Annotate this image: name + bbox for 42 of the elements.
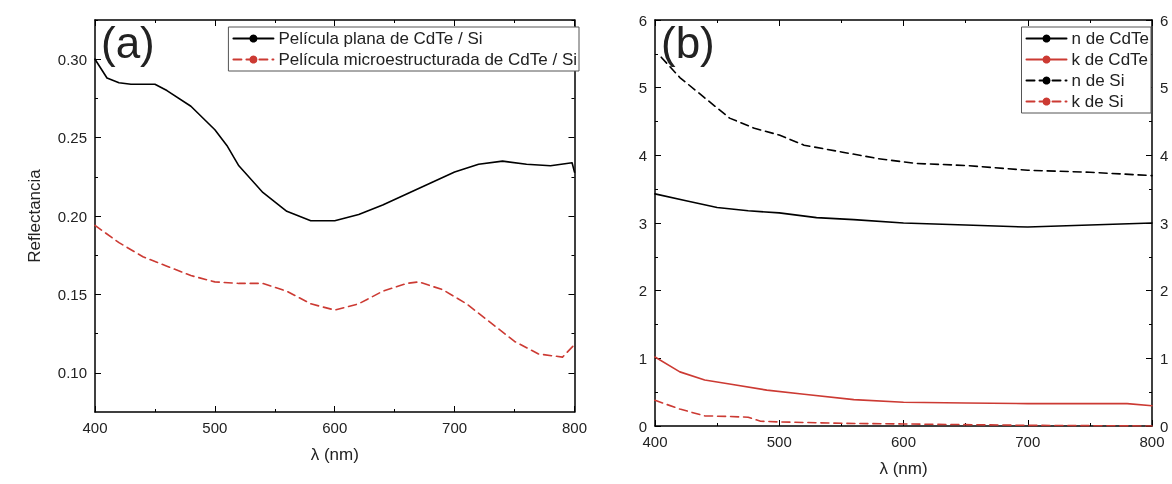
y-tick-label: 0.25 bbox=[57, 129, 87, 147]
y-tick-label: 0 bbox=[638, 417, 647, 435]
annotation: (b) bbox=[661, 17, 715, 67]
legend-label: n de Si bbox=[1071, 71, 1125, 90]
y-tick-label: 0.20 bbox=[57, 207, 87, 225]
x-tick-label: 700 bbox=[1015, 433, 1041, 450]
x-axis-title: λ (nm) bbox=[310, 445, 359, 464]
y-tick-label: 3 bbox=[638, 214, 647, 232]
y-tick-label: 5 bbox=[638, 79, 647, 97]
x-tick-label: 600 bbox=[890, 433, 917, 450]
x-tick-label: 700 bbox=[442, 419, 468, 436]
legend-label: n de CdTe bbox=[1071, 29, 1149, 48]
y-axis-title: Reflectancia bbox=[25, 168, 44, 263]
x-tick-label: 400 bbox=[82, 419, 108, 436]
y2-tick-label: 0 bbox=[1160, 417, 1169, 435]
y-tick-label: 2 bbox=[638, 282, 647, 300]
y2-tick-label: 2 bbox=[1160, 282, 1169, 300]
line-series bbox=[654, 356, 1153, 407]
legend-label: k de CdTe bbox=[1071, 50, 1149, 69]
line-series bbox=[94, 224, 576, 358]
legend-label: k de Si bbox=[1071, 92, 1124, 111]
y-tick-label: 0.30 bbox=[57, 50, 87, 68]
y2-tick-label: 5 bbox=[1160, 79, 1169, 97]
legend-label: Película microestructurada de CdTe / Si bbox=[278, 50, 578, 69]
y2-tick-label: 4 bbox=[1160, 146, 1169, 164]
x-axis-title: λ (nm) bbox=[879, 459, 928, 478]
x-tick-label: 500 bbox=[766, 433, 792, 450]
x-tick-label: 400 bbox=[642, 433, 668, 450]
y-tick-label: 6 bbox=[638, 11, 647, 29]
legend-label: Película plana de CdTe / Si bbox=[278, 29, 483, 48]
x-tick-label: 800 bbox=[561, 419, 587, 436]
x-tick-label: 600 bbox=[322, 419, 348, 436]
x-tick-label: 500 bbox=[202, 419, 228, 436]
y2-tick-label: 1 bbox=[1160, 349, 1169, 367]
y2-tick-label: 3 bbox=[1160, 214, 1169, 232]
y-tick-label: 0.15 bbox=[57, 285, 87, 303]
y-tick-label: 1 bbox=[638, 349, 647, 367]
y2-tick-label: 6 bbox=[1160, 11, 1169, 29]
y-tick-label: 0.10 bbox=[57, 364, 87, 382]
annotation: (a) bbox=[101, 17, 155, 67]
x-tick-label: 800 bbox=[1139, 433, 1165, 450]
y-tick-label: 4 bbox=[638, 146, 647, 164]
